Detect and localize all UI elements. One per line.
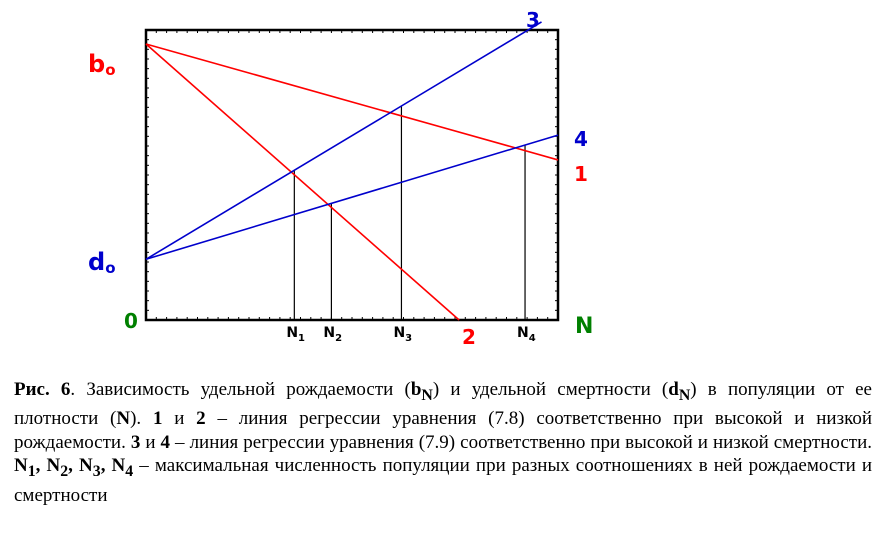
origin-label: 0 <box>124 309 138 333</box>
series-line-1 <box>145 43 559 161</box>
drop-lines <box>293 105 526 320</box>
x-tick-label-n3: N3 <box>393 325 412 344</box>
series-line-3 <box>145 21 542 260</box>
x-axis-label: N <box>575 314 593 339</box>
x-tick-label-n2: N2 <box>323 325 342 344</box>
x-tick-labels: N1 N2 N3 N4 <box>286 325 535 344</box>
plot-border <box>144 28 560 322</box>
y-label-d0: do <box>88 248 116 277</box>
series-labels: 1 2 3 4 <box>462 8 588 349</box>
caption-fig-label: Рис. 6 <box>14 379 71 400</box>
series-label-1: 1 <box>574 162 588 186</box>
series-label-4: 4 <box>574 127 588 151</box>
series-line-2 <box>145 43 460 321</box>
series-label-3: 3 <box>526 8 540 32</box>
plot-frame <box>144 28 560 322</box>
series-label-2: 2 <box>462 325 476 349</box>
figure-caption: Рис. 6. Зависимость удельной рождаемости… <box>14 379 873 506</box>
series-lines <box>145 21 559 321</box>
axis-tick-marks <box>146 30 558 320</box>
x-tick-label-n1: N1 <box>286 325 305 344</box>
series-line-4 <box>145 134 559 261</box>
chart-figure: bo do 0 N N1 N2 N3 N4 1 2 3 4 <box>88 8 593 349</box>
y-label-b0: bo <box>88 50 116 79</box>
x-tick-label-n4: N4 <box>517 325 536 344</box>
